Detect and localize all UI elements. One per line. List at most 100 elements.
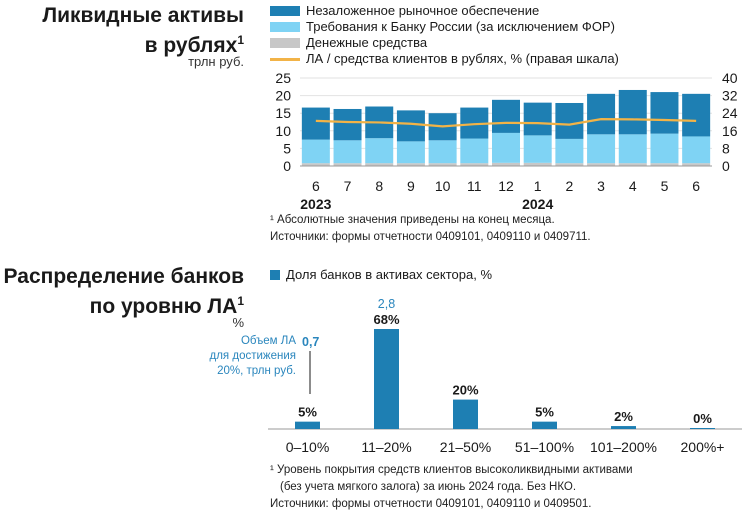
chart1-x-tick: 2 xyxy=(565,178,573,194)
chart1-title-line1: Ликвидные активы xyxy=(42,4,244,27)
chart1-bar-claims xyxy=(682,136,711,164)
chart1-bar-cash xyxy=(301,163,330,166)
chart1-x-tick: 8 xyxy=(375,178,383,194)
chart2-source: Источники: формы отчетности 0409101, 040… xyxy=(270,498,592,510)
chart1-bar-unencumbered xyxy=(587,93,616,135)
chart1-bar-claims xyxy=(428,140,457,164)
chart1-bar-claims xyxy=(301,139,330,164)
legend-ratio-label: ЛА / средства клиентов в рублях, % (прав… xyxy=(306,51,619,66)
chart1-bar-claims xyxy=(618,134,647,164)
legend-unencumbered: Незаложенное рыночное обеспечение xyxy=(270,3,619,19)
legend-cash-label: Денежные средства xyxy=(306,35,428,50)
chart1-notes: ¹ Абсолютные значения приведены на конец… xyxy=(270,212,591,246)
chart1-year-label: 2023 xyxy=(300,196,331,212)
chart2-data-label: 0% xyxy=(693,411,712,426)
chart2-x-tick: 200%+ xyxy=(681,439,725,455)
chart1-y-right-tick: 32 xyxy=(722,88,738,104)
chart2-title-line1: Распределение банков xyxy=(3,265,244,288)
chart2-title-footnote-mark: 1 xyxy=(237,294,244,308)
chart1-bar-cash xyxy=(523,162,552,166)
chart1-bar-cash xyxy=(618,163,647,166)
chart1-y-right-tick: 24 xyxy=(722,105,738,121)
chart1-legend: Незаложенное рыночное обеспечение Требов… xyxy=(270,3,619,67)
legend-claims: Требования к Банку России (за исключение… xyxy=(270,19,619,35)
chart1-y-right-tick: 16 xyxy=(722,123,738,139)
chart2-bar xyxy=(532,421,557,429)
chart1-bar-claims xyxy=(365,138,394,164)
chart1-bar-unencumbered xyxy=(396,110,425,142)
chart1-bar-unencumbered xyxy=(492,99,520,133)
chart1-footnote: ¹ Абсолютные значения приведены на конец… xyxy=(270,214,555,226)
chart1-bar-cash xyxy=(555,163,584,166)
chart1-y-right-tick: 8 xyxy=(722,140,730,156)
legend-cash: Денежные средства xyxy=(270,35,619,51)
chart1-ratio-line xyxy=(315,118,697,128)
chart1-bar-cash xyxy=(492,162,520,166)
chart1-y-left-tick: 25 xyxy=(275,70,291,86)
chart1-year-label: 2024 xyxy=(522,196,553,212)
chart1-bar-claims xyxy=(650,133,679,164)
chart2-x-tick: 11–20% xyxy=(361,439,411,455)
legend-claims-swatch xyxy=(270,22,300,32)
chart1-x-tick: 6 xyxy=(312,178,320,194)
chart2-annotation-value: 0,7 xyxy=(302,335,319,349)
chart2-footnote-line1: ¹ Уровень покрытия средств клиентов высо… xyxy=(270,464,633,476)
chart1-y-left-tick: 10 xyxy=(275,123,291,139)
chart1-x-tick: 3 xyxy=(597,178,605,194)
chart2-x-tick: 21–50% xyxy=(440,439,491,455)
chart1-x-tick: 1 xyxy=(534,178,542,194)
chart2-legend-label: Доля банков в активах сектора, % xyxy=(286,267,493,282)
chart1-bar-unencumbered xyxy=(301,107,330,140)
chart1-title-line2: в рублях1 xyxy=(0,28,244,58)
chart1-x-tick: 7 xyxy=(344,178,352,194)
chart2-bar xyxy=(453,399,478,429)
chart1-bar-claims xyxy=(587,134,616,164)
chart2-bar xyxy=(295,421,320,429)
chart2-plot: 5% 0–10% 68% 11–20% 20% 21–50% 5% 51–100% 2% 101–… xyxy=(210,297,742,455)
chart1-x-tick: 10 xyxy=(435,178,451,194)
chart1-x-tick: 9 xyxy=(407,178,415,194)
chart1-bar-cash xyxy=(396,163,425,166)
chart2-data-label: 20% xyxy=(452,383,478,398)
chart1-bar-claims xyxy=(555,138,584,164)
chart2-x-tick: 0–10% xyxy=(286,439,330,455)
chart2-bar xyxy=(374,329,399,429)
chart1-y-left-tick: 20 xyxy=(275,88,291,104)
chart2-annotation-text: для достижения xyxy=(210,350,296,362)
chart1-source: Источники: формы отчетности 0409101, 040… xyxy=(270,231,591,243)
chart1-bar-unencumbered xyxy=(523,102,552,136)
chart2-title-line2: по уровню ЛА1 xyxy=(0,289,244,319)
legend-cash-swatch xyxy=(270,38,300,48)
chart2-data-label: 68% xyxy=(373,312,399,327)
chart2-annotation-text: 20%, трлн руб. xyxy=(217,365,296,377)
chart2-legend-swatch xyxy=(270,270,280,280)
chart2-data-label: 5% xyxy=(535,405,554,420)
chart1-bar-claims xyxy=(492,132,520,163)
chart2-notes: ¹ Уровень покрытия средств клиентов высо… xyxy=(270,462,633,513)
chart1-bar-cash xyxy=(333,163,362,166)
chart1-unit: трлн руб. xyxy=(188,54,244,69)
chart1-bar-cash xyxy=(365,163,394,166)
chart2-legend: Доля банков в активах сектора, % xyxy=(270,267,492,283)
chart2-title: Распределение банков по уровню ЛА1 xyxy=(0,265,244,319)
chart1-x-tick: 4 xyxy=(629,178,637,194)
chart1-bar-claims xyxy=(333,140,362,164)
chart1-bar-cash xyxy=(587,163,616,166)
chart2-x-tick: 51–100% xyxy=(515,439,574,455)
chart1-bar-claims xyxy=(396,141,425,164)
chart1-bar-claims xyxy=(523,135,552,163)
chart1-bar-cash xyxy=(428,163,457,166)
chart2-bar xyxy=(690,428,715,429)
chart1-x-tick: 11 xyxy=(467,178,482,194)
chart1-bar-unencumbered xyxy=(333,108,362,141)
chart1-y-left-tick: 5 xyxy=(283,140,291,156)
chart2-annotation-value: 2,8 xyxy=(378,297,395,311)
chart1-bar-cash xyxy=(650,163,679,166)
legend-unencumbered-swatch xyxy=(270,6,300,16)
chart2-title-line2-text: по уровню ЛА xyxy=(89,295,238,318)
chart1-title: Ликвидные активы в рублях1 xyxy=(0,4,244,58)
chart1-bar-claims xyxy=(460,138,489,164)
chart2-footnote-line2: (без учета мягкого залога) за июнь 2024 … xyxy=(280,481,577,493)
chart2-x-tick: 101–200% xyxy=(590,439,657,455)
chart1-y-right-tick: 40 xyxy=(722,70,738,86)
